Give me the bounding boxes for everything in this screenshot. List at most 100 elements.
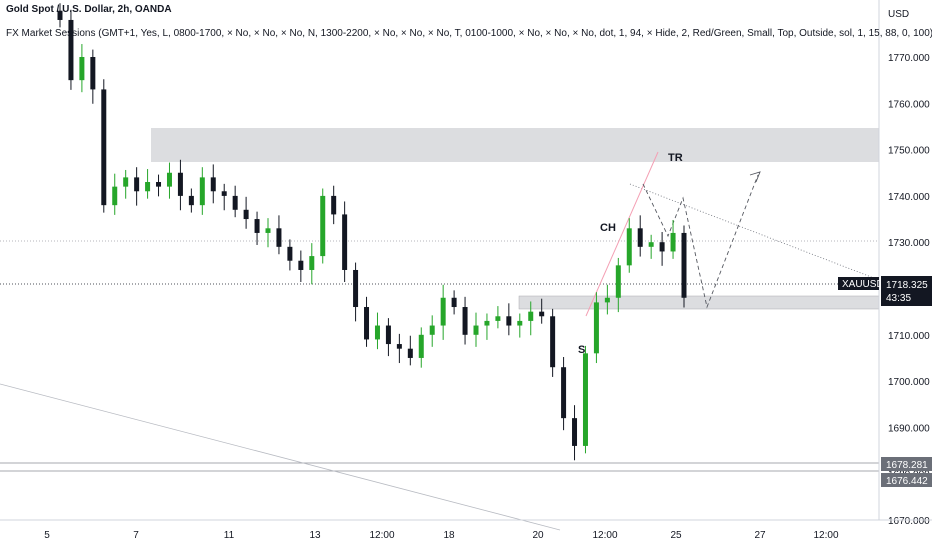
candle-down <box>637 228 643 247</box>
candle-up <box>484 320 490 326</box>
candle-up <box>593 302 599 354</box>
candle-down <box>681 232 687 298</box>
time-tick-label: 18 <box>443 530 455 541</box>
candle-down <box>254 219 260 233</box>
candle-down <box>385 325 391 345</box>
time-tick-label: 12:00 <box>592 530 617 541</box>
candle-down <box>550 316 556 368</box>
chart-title: Gold Spot / U.S. Dollar, 2h, OANDA <box>6 4 172 15</box>
last-price[interactable]: 1718.325 <box>886 280 928 291</box>
symbol-tag-bg <box>838 277 879 290</box>
candle-down <box>177 172 183 196</box>
time-tick-label: 27 <box>754 530 766 541</box>
pink-channel-line <box>585 151 659 317</box>
time-ticks: 5 7 11 13 12:00 18 20 12:00 25 27 12:00 <box>44 530 839 541</box>
candle-down <box>506 316 512 326</box>
countdown: 43:35 <box>886 293 911 304</box>
candle-down <box>298 260 304 270</box>
time-tick-label: 5 <box>44 530 50 541</box>
candle-down <box>342 214 348 270</box>
time-tick-label: 20 <box>532 530 544 541</box>
candle-up <box>648 242 654 247</box>
candle-up <box>670 232 676 252</box>
candle-up <box>528 311 534 321</box>
candle-down <box>451 297 457 308</box>
candle-down <box>572 418 578 446</box>
candle-up <box>626 228 632 266</box>
candle-up <box>473 325 479 335</box>
candle-up <box>582 353 588 446</box>
candle-up <box>418 334 424 358</box>
candle-down <box>57 10 63 20</box>
candle-down <box>331 195 337 215</box>
price-tick-label: 1770.000 <box>888 53 930 64</box>
indicator-legend[interactable]: FX Market Sessions (GMT+1, Yes, L, 0800-… <box>6 28 932 39</box>
s-label: S <box>578 344 585 356</box>
candle-down <box>90 57 96 90</box>
candle-down <box>221 191 227 196</box>
level-b-bg <box>881 473 932 487</box>
candle-down <box>364 307 370 340</box>
candle-up <box>145 182 151 192</box>
price-tick-label: 1690.000 <box>888 423 930 434</box>
time-tick-label: 12:00 <box>369 530 394 541</box>
symbol-tag: XAUUSD <box>842 279 884 290</box>
projection-path <box>642 174 759 309</box>
price-tick-label: 1760.000 <box>888 99 930 110</box>
tr-trendline <box>629 183 880 281</box>
candle-down <box>407 348 413 358</box>
time-tick-label: 13 <box>309 530 321 541</box>
candle-down <box>232 195 238 210</box>
candle-down <box>659 242 665 252</box>
candle-up <box>309 256 315 270</box>
candle-up <box>166 172 172 187</box>
time-tick-label: 12:00 <box>813 530 838 541</box>
candle-down <box>134 177 140 192</box>
last-price-bg <box>881 276 932 306</box>
currency-label: USD <box>888 9 909 20</box>
price-tick-label: 1700.000 <box>888 377 930 388</box>
time-tick-label: 7 <box>133 530 139 541</box>
candle-up <box>517 320 523 326</box>
candle-down <box>68 19 74 81</box>
candle-up <box>604 297 610 303</box>
projection-arrow-head <box>749 171 761 183</box>
candle-down <box>353 269 359 308</box>
candle-down <box>101 89 107 206</box>
price-tick-label: 1730.000 <box>888 238 930 249</box>
level-a-price: 1678.281 <box>886 460 928 471</box>
price-tick-label: 1710.000 <box>888 331 930 342</box>
long-trendline <box>0 383 561 531</box>
candle-down <box>156 182 162 187</box>
candle-down <box>210 177 216 192</box>
candle-up <box>79 57 85 81</box>
ch-label: CH <box>600 222 616 234</box>
candle-up <box>429 325 435 335</box>
candle-up <box>615 265 621 298</box>
price-tick-label: 1670.000 <box>888 516 930 527</box>
candle-up <box>440 297 446 326</box>
level-b-price: 1676.442 <box>886 476 928 487</box>
candle-down <box>561 367 567 419</box>
price-tick-label: 1740.000 <box>888 192 930 203</box>
candle-up <box>123 177 129 187</box>
time-tick-label: 11 <box>224 530 235 541</box>
candle-down <box>539 311 545 317</box>
candle-up <box>374 325 380 340</box>
tr-label: TR <box>668 152 683 164</box>
candle-up <box>265 228 271 233</box>
price-tick-label: 1750.000 <box>888 146 930 157</box>
candle-up <box>112 186 118 206</box>
candle-down <box>287 246 293 261</box>
level-a-bg <box>881 457 932 471</box>
candle-down <box>243 209 249 220</box>
time-tick-label: 25 <box>670 530 682 541</box>
candle-down <box>396 344 402 349</box>
supply-zone <box>151 128 879 162</box>
candle-up <box>320 195 326 257</box>
candle-down <box>188 195 194 206</box>
candle-down <box>462 307 468 335</box>
candle-up <box>495 316 501 321</box>
demand-zone <box>518 295 880 310</box>
